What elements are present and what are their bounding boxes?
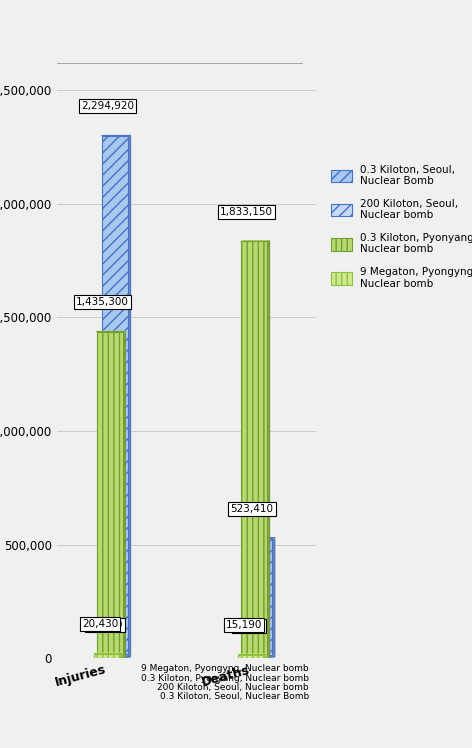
Bar [238, 654, 264, 658]
Text: 1,435,300: 1,435,300 [76, 297, 129, 307]
Polygon shape [272, 538, 275, 657]
Bar [97, 332, 123, 657]
Polygon shape [120, 653, 123, 658]
Polygon shape [123, 331, 125, 657]
Legend: 0.3 Kiloton, Seoul,
Nuclear Bomb, 200 Kiloton, Seoul,
Nuclear bomb, 0.3 Kiloton,: 0.3 Kiloton, Seoul, Nuclear Bomb, 200 Ki… [327, 161, 472, 292]
Text: 15,190: 15,190 [226, 620, 262, 631]
Polygon shape [270, 655, 272, 657]
Text: 7,650: 7,650 [235, 621, 264, 631]
Polygon shape [264, 654, 267, 658]
Text: 9 Megaton, Pyongyng, Nuclear bomb: 9 Megaton, Pyongyng, Nuclear bomb [142, 664, 309, 673]
Text: 0.3 Kiloton, Seoul, Nuclear Bomb: 0.3 Kiloton, Seoul, Nuclear Bomb [160, 692, 309, 701]
Text: 13,220: 13,220 [87, 620, 123, 630]
Text: 1,833,150: 1,833,150 [220, 207, 273, 217]
Bar [244, 656, 270, 657]
Text: 20,430: 20,430 [82, 619, 118, 629]
Bar [99, 654, 125, 657]
Polygon shape [267, 241, 270, 657]
Polygon shape [125, 654, 128, 657]
Text: 0.3 Kiloton, Pyonyang, Nuclear bomb: 0.3 Kiloton, Pyonyang, Nuclear bomb [141, 674, 309, 683]
Bar [246, 538, 272, 657]
Bar [102, 135, 128, 657]
Text: 523,410: 523,410 [230, 503, 273, 514]
Bar [241, 242, 267, 657]
Polygon shape [128, 135, 130, 657]
Bar [94, 654, 120, 658]
Text: 2,294,920: 2,294,920 [81, 101, 134, 111]
Text: 200 Kiloton, Seoul, Nuclear bomb: 200 Kiloton, Seoul, Nuclear bomb [157, 683, 309, 692]
